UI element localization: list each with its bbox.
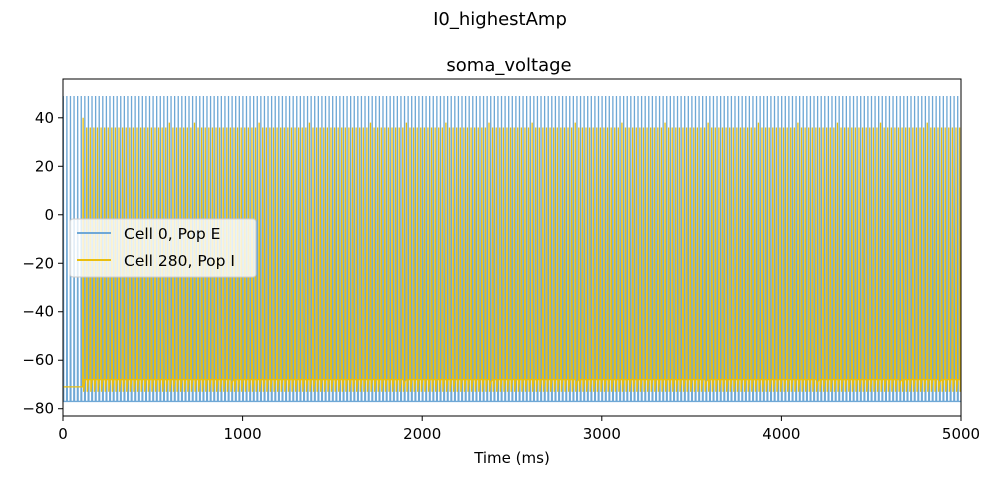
x-tick-label: 2000 — [403, 425, 441, 443]
y-tick-label: 40 — [35, 109, 54, 127]
x-tick-label: 0 — [58, 425, 68, 443]
x-axis-label: Time (ms) — [473, 449, 550, 467]
x-tick-label: 4000 — [762, 425, 800, 443]
series-line-cell-0 — [63, 95, 961, 403]
x-axis: 0 1000 2000 3000 4000 5000 — [58, 416, 980, 443]
axes-frame — [62, 78, 962, 417]
chart-title: soma_voltage — [446, 55, 571, 76]
y-axis: −80 −60 −40 −20 0 20 40 — [22, 109, 63, 418]
y-tick-label: −20 — [22, 254, 54, 272]
y-tick-label: −80 — [22, 400, 54, 418]
legend: Cell 0, Pop E Cell 280, Pop I — [69, 218, 257, 278]
legend-label-cell-0: Cell 0, Pop E — [124, 225, 220, 243]
x-tick-label: 1000 — [224, 425, 262, 443]
figure-suptitle: I0_highestAmp — [433, 9, 567, 30]
y-tick-label: 20 — [35, 157, 54, 175]
x-tick-label: 5000 — [942, 425, 980, 443]
legend-label-cell-280: Cell 280, Pop I — [124, 252, 235, 270]
y-tick-label: −60 — [22, 351, 54, 369]
legend-box — [69, 218, 257, 278]
y-tick-label: 0 — [44, 206, 54, 224]
y-tick-label: −40 — [22, 303, 54, 321]
x-tick-label: 3000 — [583, 425, 621, 443]
